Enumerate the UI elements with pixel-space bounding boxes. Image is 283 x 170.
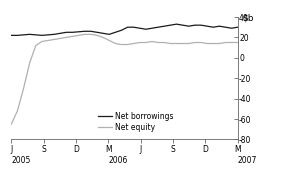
Net equity	[83, 33, 86, 35]
Text: $b: $b	[242, 14, 254, 23]
Net equity	[169, 42, 172, 45]
Net borrowings	[181, 24, 184, 26]
Net equity	[193, 41, 197, 44]
Net equity	[163, 41, 166, 44]
Net equity	[16, 110, 19, 112]
Net borrowings	[169, 24, 172, 26]
Net borrowings	[89, 30, 93, 32]
Net equity	[224, 41, 227, 44]
Net borrowings	[199, 24, 203, 26]
Text: 2006: 2006	[108, 156, 128, 165]
Net equity	[101, 36, 105, 38]
Net equity	[138, 41, 142, 44]
Net equity	[71, 35, 74, 37]
Net borrowings	[120, 29, 123, 31]
Net equity	[199, 41, 203, 44]
Net borrowings	[108, 33, 111, 35]
Net equity	[150, 40, 154, 42]
Net borrowings	[95, 31, 99, 33]
Net equity	[40, 40, 44, 42]
Net equity	[181, 42, 184, 45]
Net equity	[59, 37, 62, 39]
Text: 2007: 2007	[238, 156, 257, 165]
Net equity	[95, 34, 99, 36]
Net borrowings	[126, 26, 129, 28]
Net borrowings	[163, 25, 166, 27]
Net borrowings	[28, 33, 31, 35]
Net borrowings	[77, 31, 80, 33]
Net equity	[187, 42, 190, 45]
Net borrowings	[175, 23, 178, 25]
Net borrowings	[83, 30, 86, 32]
Net borrowings	[224, 26, 227, 28]
Text: 2005: 2005	[11, 156, 31, 165]
Net equity	[108, 39, 111, 41]
Net borrowings	[212, 26, 215, 28]
Net borrowings	[193, 24, 197, 26]
Net borrowings	[218, 25, 221, 27]
Net equity	[89, 33, 93, 35]
Net borrowings	[46, 34, 50, 36]
Net equity	[10, 123, 13, 125]
Net equity	[52, 38, 56, 40]
Net borrowings	[114, 31, 117, 33]
Net equity	[144, 41, 148, 44]
Net borrowings	[187, 25, 190, 27]
Net equity	[28, 62, 31, 64]
Net borrowings	[22, 34, 25, 36]
Net equity	[120, 44, 123, 46]
Net borrowings	[16, 34, 19, 36]
Net borrowings	[144, 28, 148, 30]
Net equity	[114, 42, 117, 45]
Legend: Net borrowings, Net equity: Net borrowings, Net equity	[98, 112, 173, 132]
Net equity	[126, 44, 129, 46]
Net borrowings	[205, 25, 209, 27]
Net borrowings	[138, 27, 142, 29]
Net equity	[205, 42, 209, 45]
Net borrowings	[52, 33, 56, 35]
Net equity	[77, 34, 80, 36]
Net borrowings	[34, 34, 37, 36]
Net borrowings	[10, 34, 13, 36]
Net borrowings	[65, 31, 68, 33]
Line: Net equity: Net equity	[11, 34, 238, 124]
Net borrowings	[156, 26, 160, 28]
Net borrowings	[101, 32, 105, 34]
Net borrowings	[71, 31, 74, 33]
Net borrowings	[230, 27, 233, 29]
Net borrowings	[59, 32, 62, 34]
Net equity	[175, 42, 178, 45]
Net equity	[132, 42, 135, 45]
Net equity	[230, 41, 233, 44]
Net borrowings	[236, 26, 239, 28]
Net equity	[34, 45, 37, 47]
Net equity	[212, 42, 215, 45]
Line: Net borrowings: Net borrowings	[11, 24, 238, 35]
Net borrowings	[150, 27, 154, 29]
Net borrowings	[40, 34, 44, 36]
Net equity	[46, 39, 50, 41]
Net equity	[22, 87, 25, 89]
Net borrowings	[132, 26, 135, 28]
Net equity	[65, 36, 68, 38]
Net equity	[236, 41, 239, 44]
Net equity	[218, 42, 221, 45]
Net equity	[156, 41, 160, 44]
